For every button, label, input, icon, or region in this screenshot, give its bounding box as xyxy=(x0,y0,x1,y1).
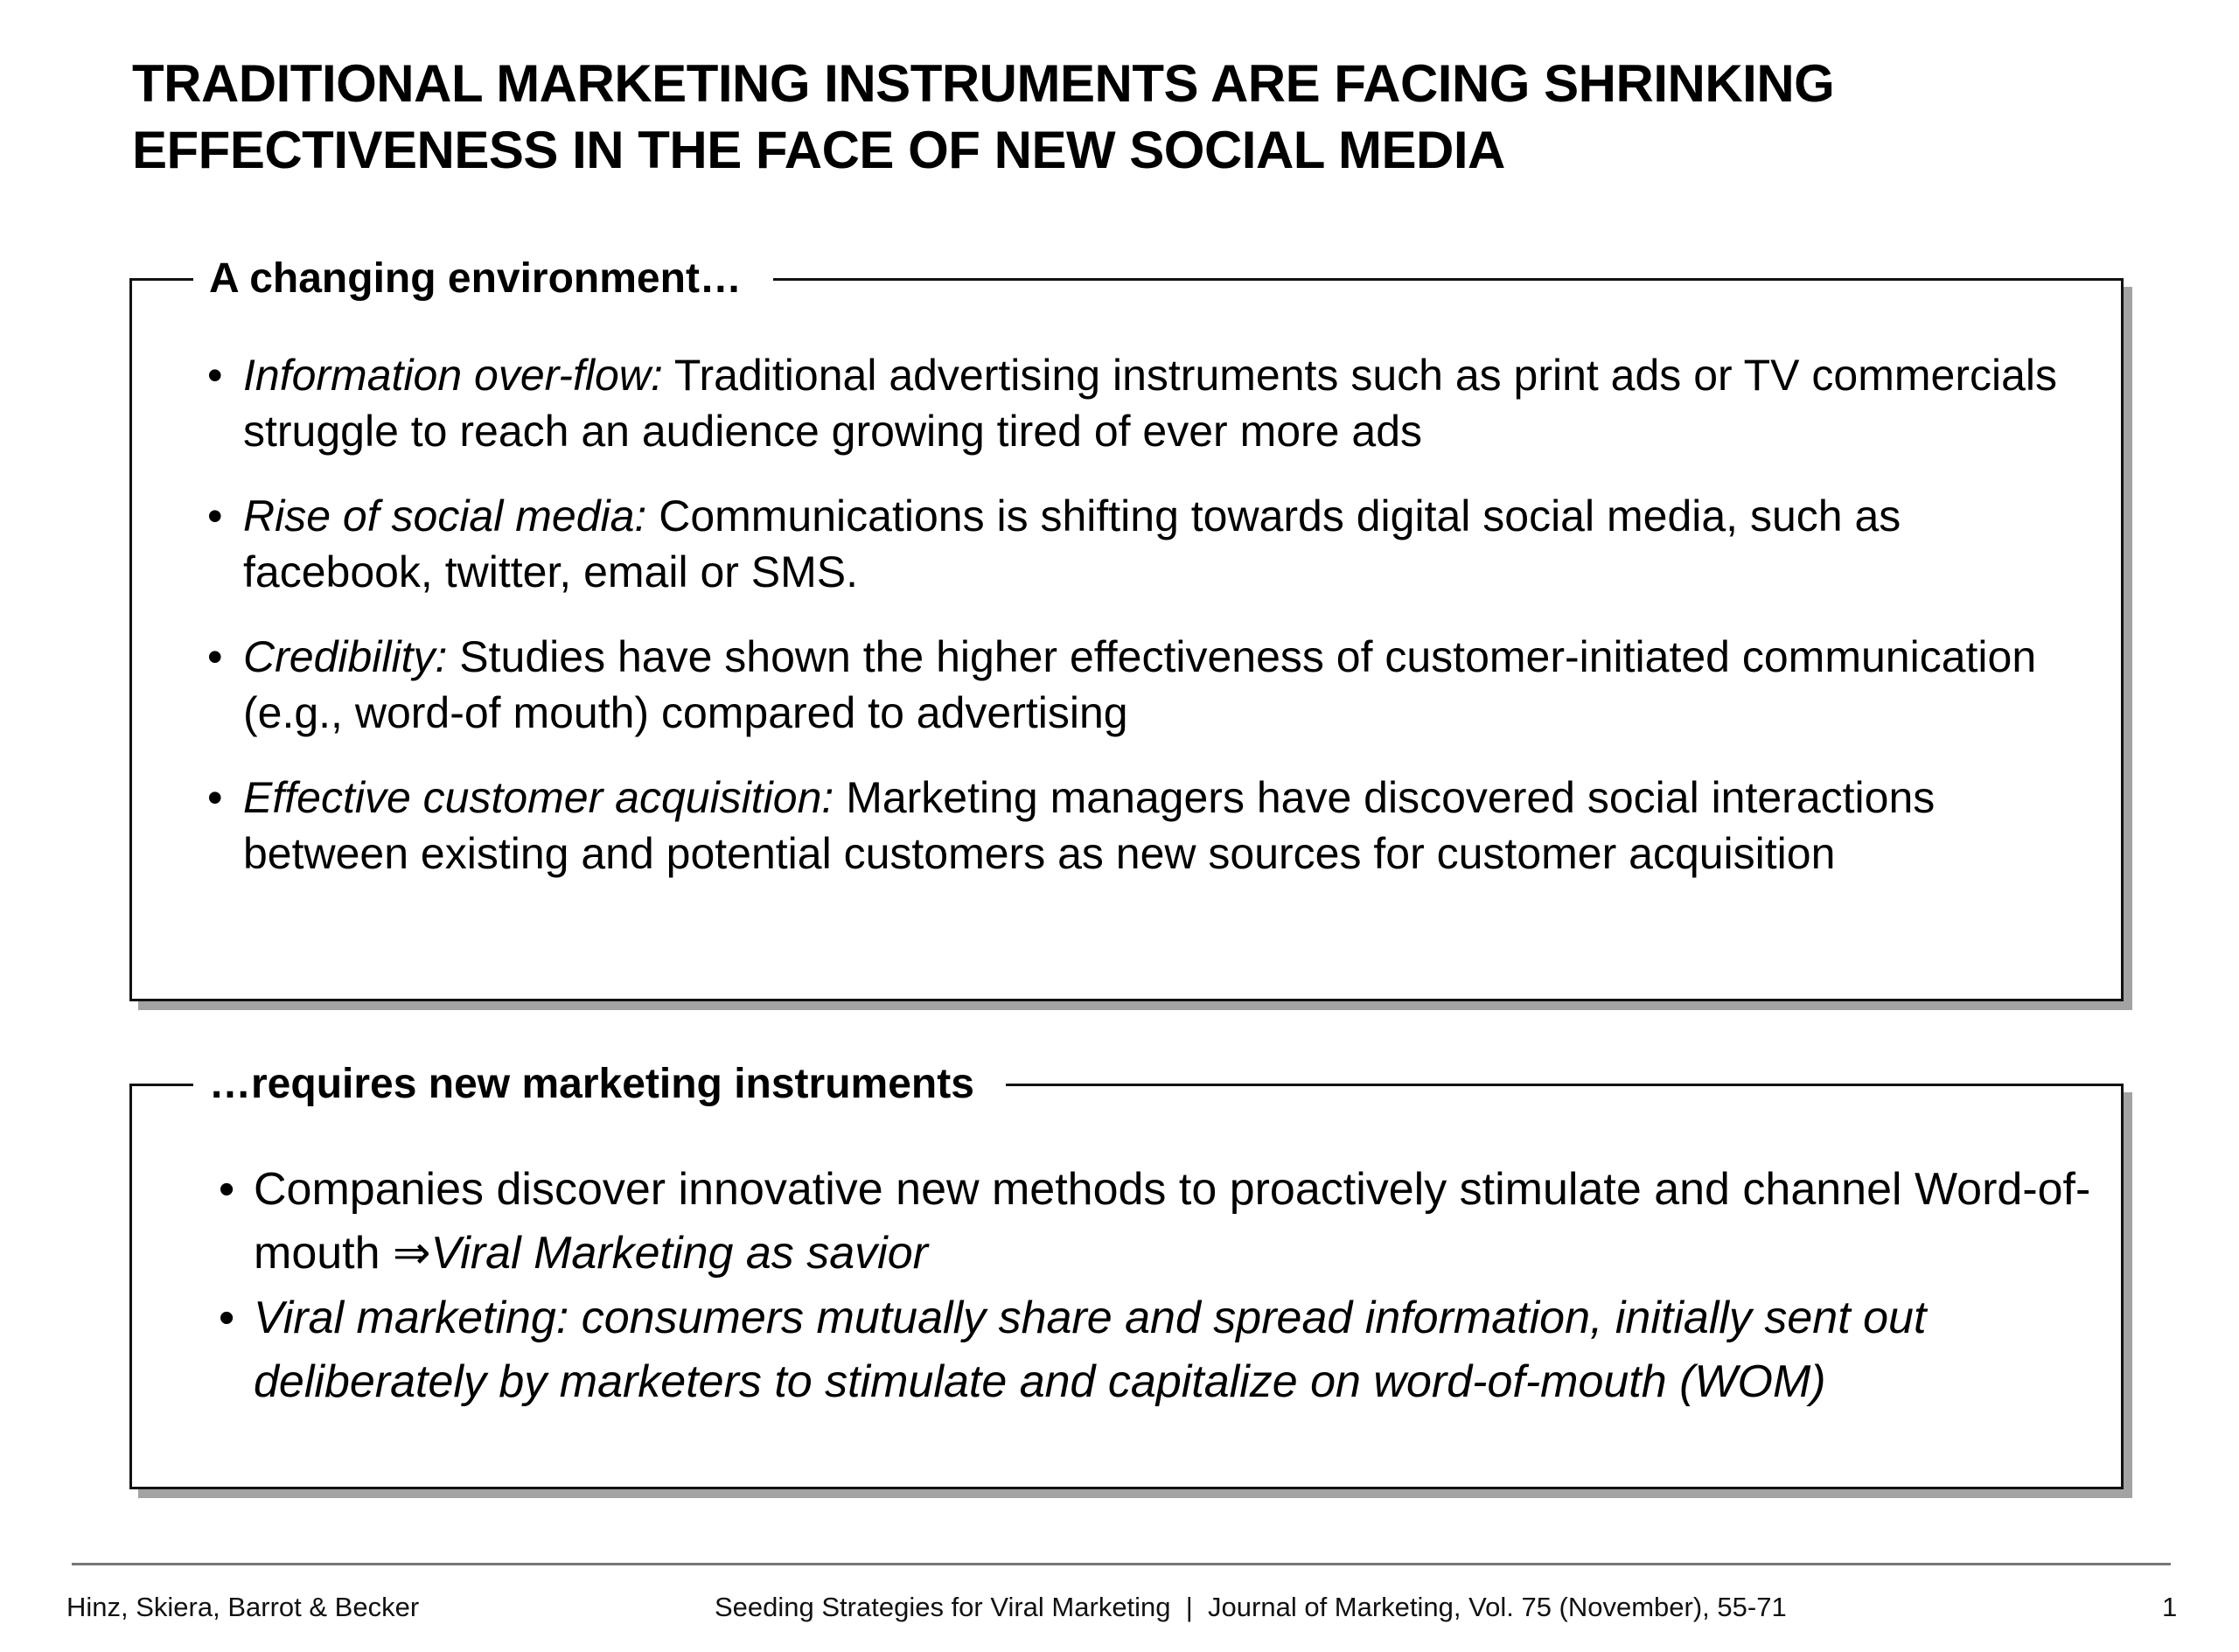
bullet-icon: • xyxy=(207,491,223,540)
new-instruments-box: …requires new marketing instruments • Com… xyxy=(129,1056,2124,1489)
bullet-text: Marketing managers have discovered socia… xyxy=(243,773,1936,878)
bullet-list: • Companies discover innovative new metho… xyxy=(217,1158,2097,1415)
bullet-lead: Credibility: xyxy=(243,632,448,681)
bullet-icon: • xyxy=(207,351,223,400)
list-item: • Companies discover innovative new metho… xyxy=(217,1158,2097,1286)
page-number: 1 xyxy=(2162,1592,2178,1622)
bullet-text: Companies discover innovative new method… xyxy=(254,1164,2091,1279)
bullet-text: Studies have shown the higher effectiven… xyxy=(243,632,2037,737)
footer-divider xyxy=(72,1563,2171,1565)
bullet-icon: • xyxy=(207,773,223,822)
title-line-1: TRADITIONAL MARKETING INSTRUMENTS ARE FA… xyxy=(132,54,1835,113)
section-heading: A changing environment… xyxy=(193,251,773,307)
list-item: • Information over-flow: Traditional adve… xyxy=(207,347,2088,459)
bullet-icon: • xyxy=(219,1293,235,1343)
changing-environment-box: A changing environment… • Information ove… xyxy=(129,251,2124,1001)
bullet-lead: Information over-flow: xyxy=(243,351,663,400)
bullet-lead: Effective customer acquisition: xyxy=(243,773,834,822)
list-item: • Rise of social media: Communications is… xyxy=(207,488,2088,600)
bullet-list: • Information over-flow: Traditional adve… xyxy=(207,347,2088,910)
implies-arrow-icon: ⇒ xyxy=(392,1228,431,1279)
footer-citation: Seeding Strategies for Viral Marketing |… xyxy=(715,1592,1787,1622)
section-heading: …requires new marketing instruments xyxy=(193,1056,1006,1112)
bullet-text: Traditional advertising instruments such… xyxy=(243,351,2058,456)
list-item: • Credibility: Studies have shown the hig… xyxy=(207,629,2088,741)
footer-authors: Hinz, Skiera, Barrot & Becker xyxy=(66,1592,420,1622)
bullet-icon: • xyxy=(207,632,223,681)
bullet-icon: • xyxy=(219,1164,235,1215)
list-item: • Viral marketing: consumers mutually sha… xyxy=(217,1286,2097,1414)
bullet-italic: Viral marketing: consumers mutually shar… xyxy=(254,1293,1927,1407)
list-item: • Effective customer acquisition: Marketi… xyxy=(207,770,2088,882)
title-line-2: EFFECTIVENESS IN THE FACE OF NEW SOCIAL … xyxy=(132,121,1505,179)
bullet-lead: Rise of social media: xyxy=(243,491,647,540)
bullet-italic: Viral Marketing as savior xyxy=(430,1228,928,1279)
bullet-text: Communications is shifting towards digit… xyxy=(243,491,1901,596)
slide-title: TRADITIONAL MARKETING INSTRUMENTS ARE FA… xyxy=(132,51,1835,184)
